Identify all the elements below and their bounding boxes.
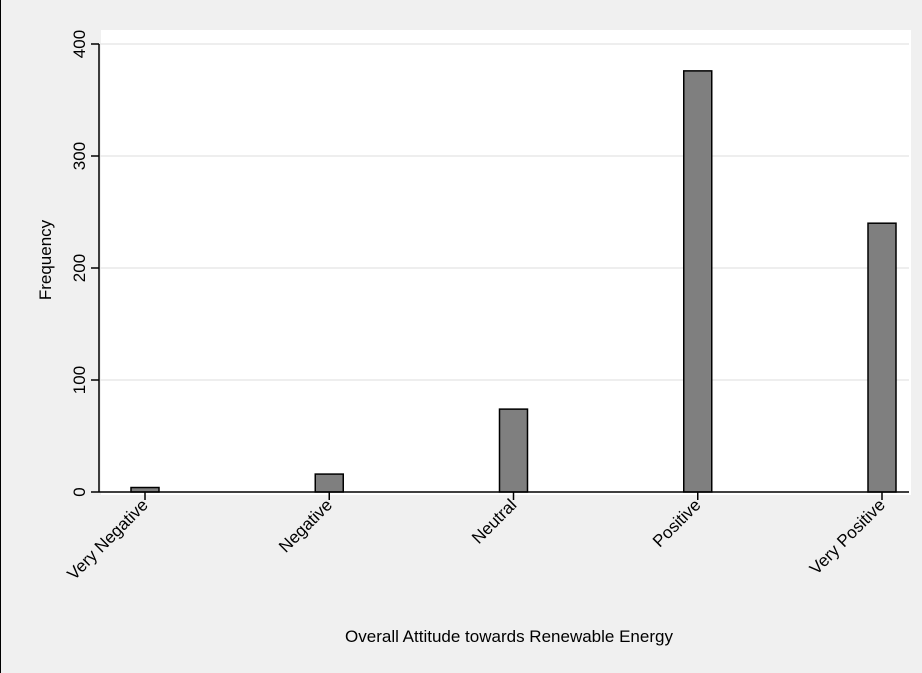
x-tick-label: Positive (649, 495, 705, 551)
y-axis-label: Frequency (36, 219, 55, 300)
bar (314, 473, 344, 493)
bars (130, 70, 897, 493)
bar (683, 70, 713, 493)
x-tick-label: Negative (275, 495, 336, 556)
y-tick-label: 300 (70, 142, 89, 170)
y-axis-ticks: 0 100 200 300 400 (70, 30, 99, 497)
y-tick-label: 400 (70, 30, 89, 58)
y-tick-label: 200 (70, 254, 89, 282)
x-tick-label: Very Negative (64, 495, 152, 583)
y-tick-label: 0 (70, 487, 89, 496)
bar (498, 408, 529, 493)
x-tick-label: Very Positive (806, 495, 889, 578)
y-tick-label: 100 (70, 366, 89, 394)
x-axis-label: Overall Attitude towards Renewable Energ… (345, 627, 673, 646)
gridlines (99, 43, 909, 381)
bar (867, 222, 897, 493)
x-tick-label: Neutral (468, 495, 520, 547)
x-axis-ticks: Very Negative Negative Neutral Positive Very… (64, 492, 889, 584)
